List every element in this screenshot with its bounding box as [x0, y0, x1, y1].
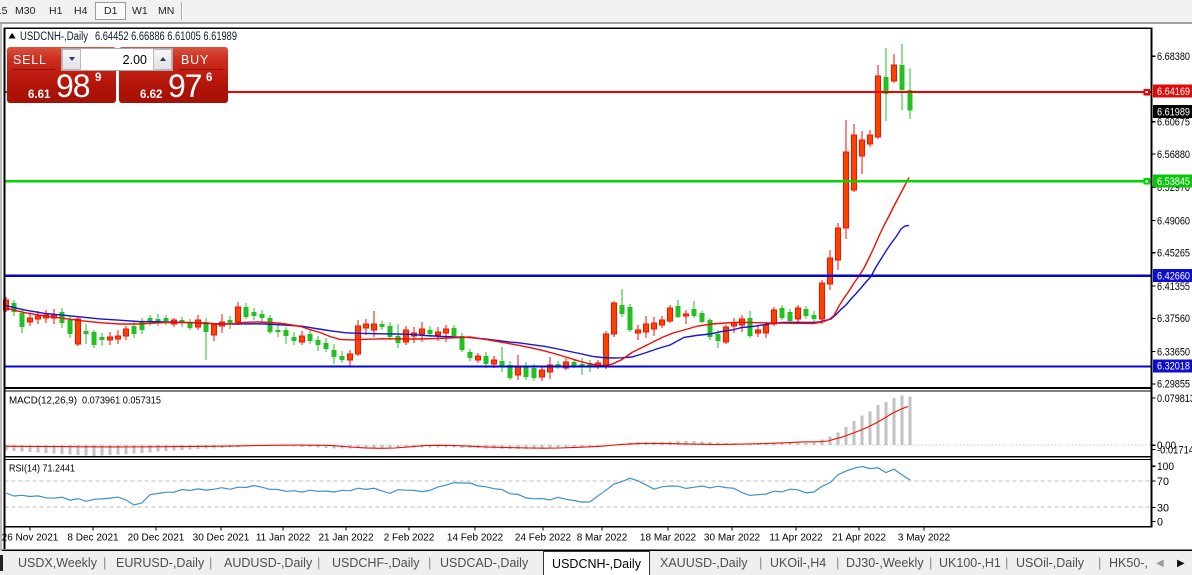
svg-text:6.64169: 6.64169 [1157, 86, 1190, 98]
svg-text:18 Mar 2022: 18 Mar 2022 [640, 532, 697, 543]
svg-text:11 Apr 2022: 11 Apr 2022 [769, 532, 823, 543]
svg-text:6.32018: 6.32018 [1157, 361, 1190, 373]
svg-text:6.33650: 6.33650 [1157, 346, 1190, 358]
svg-text:30: 30 [1157, 502, 1169, 514]
svg-text:2 Feb 2022: 2 Feb 2022 [384, 532, 435, 543]
svg-text:USDCNH-,Daily: USDCNH-,Daily [20, 31, 88, 43]
svg-text:MACD(12,26,9): MACD(12,26,9) [9, 395, 77, 407]
svg-text:6.60675: 6.60675 [1157, 117, 1190, 129]
svg-text:6.49060: 6.49060 [1157, 215, 1190, 227]
svg-text:8 Dec 2021: 8 Dec 2021 [67, 532, 119, 543]
svg-text:30 Dec 2021: 30 Dec 2021 [193, 532, 250, 543]
svg-text:70: 70 [1157, 476, 1169, 488]
svg-text:6.68380: 6.68380 [1157, 51, 1190, 63]
svg-text:6.37560: 6.37560 [1157, 313, 1190, 325]
svg-text:14 Feb 2022: 14 Feb 2022 [447, 532, 504, 543]
svg-text:30 Mar 2022: 30 Mar 2022 [704, 532, 761, 543]
svg-text:24 Feb 2022: 24 Feb 2022 [515, 532, 572, 543]
svg-text:0.079813: 0.079813 [1157, 393, 1192, 405]
svg-text:6.45265: 6.45265 [1157, 248, 1190, 260]
svg-text:6.42660: 6.42660 [1157, 270, 1190, 282]
svg-text:6.64452 6.66886 6.61005 6.6198: 6.64452 6.66886 6.61005 6.61989 [95, 31, 237, 43]
svg-text:-0.01714: -0.01714 [1157, 444, 1192, 456]
svg-text:20 Dec 2021: 20 Dec 2021 [128, 532, 185, 543]
svg-text:6.61989: 6.61989 [1157, 106, 1190, 118]
svg-text:6.29855: 6.29855 [1157, 379, 1190, 391]
svg-text:6.41355: 6.41355 [1157, 281, 1190, 293]
svg-text:6.53845: 6.53845 [1157, 176, 1190, 188]
svg-text:0: 0 [1157, 516, 1163, 528]
svg-text:11 Jan 2022: 11 Jan 2022 [256, 532, 311, 543]
svg-text:0.00: 0.00 [1157, 440, 1176, 452]
svg-text:21 Jan 2022: 21 Jan 2022 [318, 532, 373, 543]
svg-text:RSI(14) 71.2441: RSI(14) 71.2441 [9, 463, 75, 475]
svg-text:21 Apr 2022: 21 Apr 2022 [832, 532, 886, 543]
svg-text:3 May 2022: 3 May 2022 [898, 532, 951, 543]
svg-text:6.56880: 6.56880 [1157, 149, 1190, 161]
svg-text:0.073961 0.057315: 0.073961 0.057315 [82, 395, 161, 407]
svg-text:100: 100 [1157, 461, 1174, 473]
svg-text:8 Mar 2022: 8 Mar 2022 [577, 532, 628, 543]
svg-text:26 Nov 2021: 26 Nov 2021 [2, 532, 59, 543]
